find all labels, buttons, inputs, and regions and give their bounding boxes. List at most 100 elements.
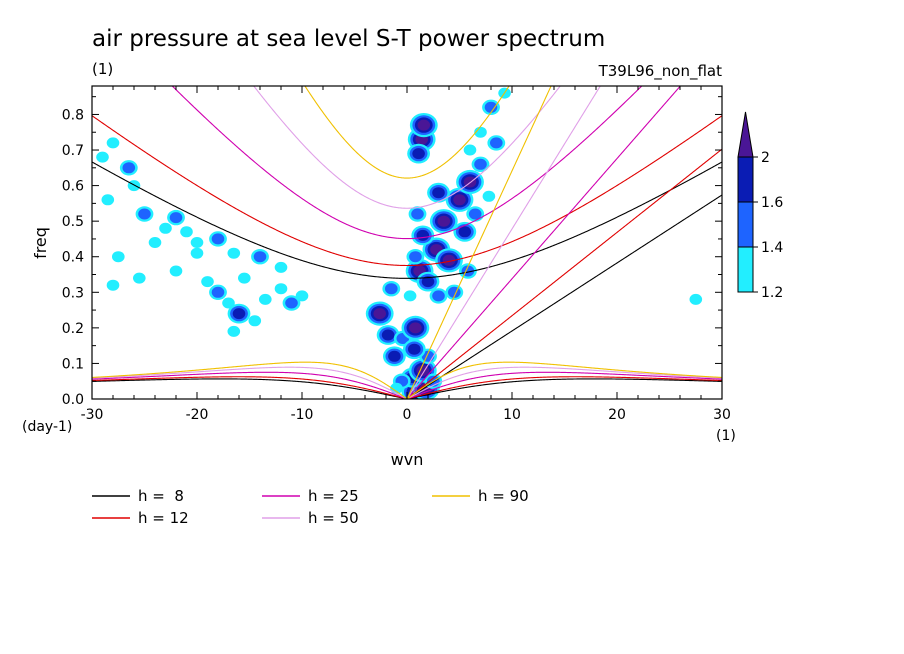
- power-contour-blob: [689, 293, 703, 305]
- power-contour-blob: [421, 276, 435, 288]
- power-contour-blob: [138, 208, 151, 220]
- power-contour-blob: [201, 276, 214, 288]
- power-contour-blob: [408, 343, 421, 355]
- power-contour-blob: [482, 190, 496, 202]
- power-contour-blob: [159, 222, 172, 234]
- gravity-wave-curve-h90: [304, 86, 510, 179]
- y-axis-ticks: 0.0 0.1 0.2 0.3 0.4 0.5 0.6 0.7 0.8: [62, 96, 722, 408]
- legend: h = 8 h = 12 h = 25 h = 50 h = 90: [92, 487, 529, 527]
- colorbar-level-label: 1.4: [761, 240, 783, 256]
- power-contour-blob: [388, 350, 401, 362]
- power-contour-blob: [190, 247, 204, 259]
- power-contour-blob: [238, 272, 251, 284]
- x-axis-label: wvn: [391, 450, 424, 469]
- chart-title: air pressure at sea level S-T power spec…: [92, 26, 605, 52]
- gravity-wave-curve-h12: [92, 115, 722, 267]
- power-contour-blob: [96, 151, 109, 163]
- power-contour-blob: [211, 233, 225, 245]
- y-tick-label: 0.0: [62, 392, 84, 408]
- power-contour-blob: [458, 226, 472, 238]
- x-tick-label: 10: [503, 407, 521, 423]
- power-contour-blob: [180, 226, 193, 238]
- power-contour-blob: [381, 329, 395, 341]
- y-tick-label: 0.1: [62, 356, 84, 372]
- power-contour-blob: [463, 144, 477, 156]
- kelvin-curve-h50: [406, 86, 601, 399]
- y-tick-label: 0.8: [62, 107, 84, 123]
- legend-label: h = 25: [308, 487, 359, 505]
- colorbar-band: [737, 246, 754, 293]
- power-contour-blob: [274, 261, 288, 273]
- power-contour-blob: [490, 137, 503, 149]
- kelvin-curve-h12: [406, 148, 722, 399]
- power-contour-blob: [133, 272, 146, 284]
- power-contour-blob: [442, 254, 456, 266]
- power-contour-blob: [101, 194, 115, 206]
- kelvin-curve-h8: [406, 194, 722, 399]
- colorbar-band: [737, 201, 754, 248]
- power-contour-blob: [474, 158, 487, 170]
- rossby-curve-h90: [92, 361, 722, 399]
- power-contour-blob: [409, 322, 422, 334]
- x-tick-label: 20: [608, 407, 626, 423]
- power-contour-blob: [169, 212, 183, 224]
- legend-label: h = 50: [308, 509, 359, 527]
- x-tick-label: -30: [81, 407, 104, 423]
- power-contour-blob: [468, 208, 482, 220]
- power-contour-blob: [259, 293, 272, 305]
- rossby-curve-h8: [92, 378, 722, 399]
- x-tick-label: -20: [186, 407, 209, 423]
- power-contour-blob: [412, 148, 425, 160]
- legend-label: h = 12: [138, 509, 189, 527]
- power-contour-blob: [190, 237, 204, 248]
- spectral-power-contours: [96, 87, 703, 399]
- power-contour-blob: [227, 247, 241, 259]
- legend-label: h = 8: [138, 487, 184, 505]
- power-contour-blob: [390, 382, 403, 394]
- power-contour-blob: [122, 162, 136, 174]
- power-contour-blob: [432, 187, 445, 199]
- y-tick-label: 0.2: [62, 321, 84, 337]
- rossby-curve-h12: [92, 376, 722, 399]
- dispersion-curves: [92, 86, 722, 399]
- y-unit-label: (day-1): [22, 419, 72, 435]
- power-contour-blob: [169, 265, 183, 277]
- power-contour-blob: [106, 137, 120, 149]
- power-contour-blob: [432, 290, 445, 302]
- colorbar-band: [737, 156, 754, 203]
- power-contour-blob: [437, 215, 451, 227]
- power-contour-blob: [148, 237, 162, 248]
- power-contour-blob: [416, 229, 430, 241]
- power-contour-blob: [211, 286, 225, 298]
- chart-unit-label: (1): [92, 60, 113, 78]
- power-contour-blob: [248, 315, 262, 327]
- legend-label: h = 90: [478, 487, 529, 505]
- power-contour-blob: [474, 126, 487, 138]
- rossby-curve-h50: [92, 366, 722, 399]
- colorbar-level-label: 1.6: [761, 195, 783, 211]
- power-contour-blob: [417, 119, 431, 131]
- kelvin-curve-h90: [406, 86, 552, 399]
- power-contour-blob: [222, 297, 235, 309]
- gravity-wave-curve-h8: [92, 161, 722, 279]
- x-tick-label: 0: [403, 407, 412, 423]
- x-tick-label: -10: [291, 407, 314, 423]
- power-contour-blob: [411, 208, 424, 220]
- power-contour-blob: [106, 279, 120, 291]
- power-contour-blob: [484, 101, 498, 113]
- experiment-label: T39L96_non_flat: [598, 62, 723, 81]
- y-tick-label: 0.6: [62, 179, 84, 195]
- y-tick-label: 0.7: [62, 143, 84, 159]
- x-tick-label: 30: [713, 407, 731, 423]
- kelvin-curve-h25: [406, 86, 682, 399]
- y-tick-label: 0.4: [62, 250, 84, 266]
- x-axis-ticks: -30 -20 -10 0 10 20 30: [81, 86, 731, 423]
- gravity-wave-curve-h25: [171, 86, 643, 240]
- power-contour-blob: [112, 251, 125, 263]
- power-contour-blob: [253, 251, 267, 263]
- y-tick-label: 0.5: [62, 214, 84, 230]
- power-contour-blob: [403, 290, 417, 302]
- rossby-curve-h25: [92, 371, 722, 399]
- power-contour-blob: [409, 251, 422, 263]
